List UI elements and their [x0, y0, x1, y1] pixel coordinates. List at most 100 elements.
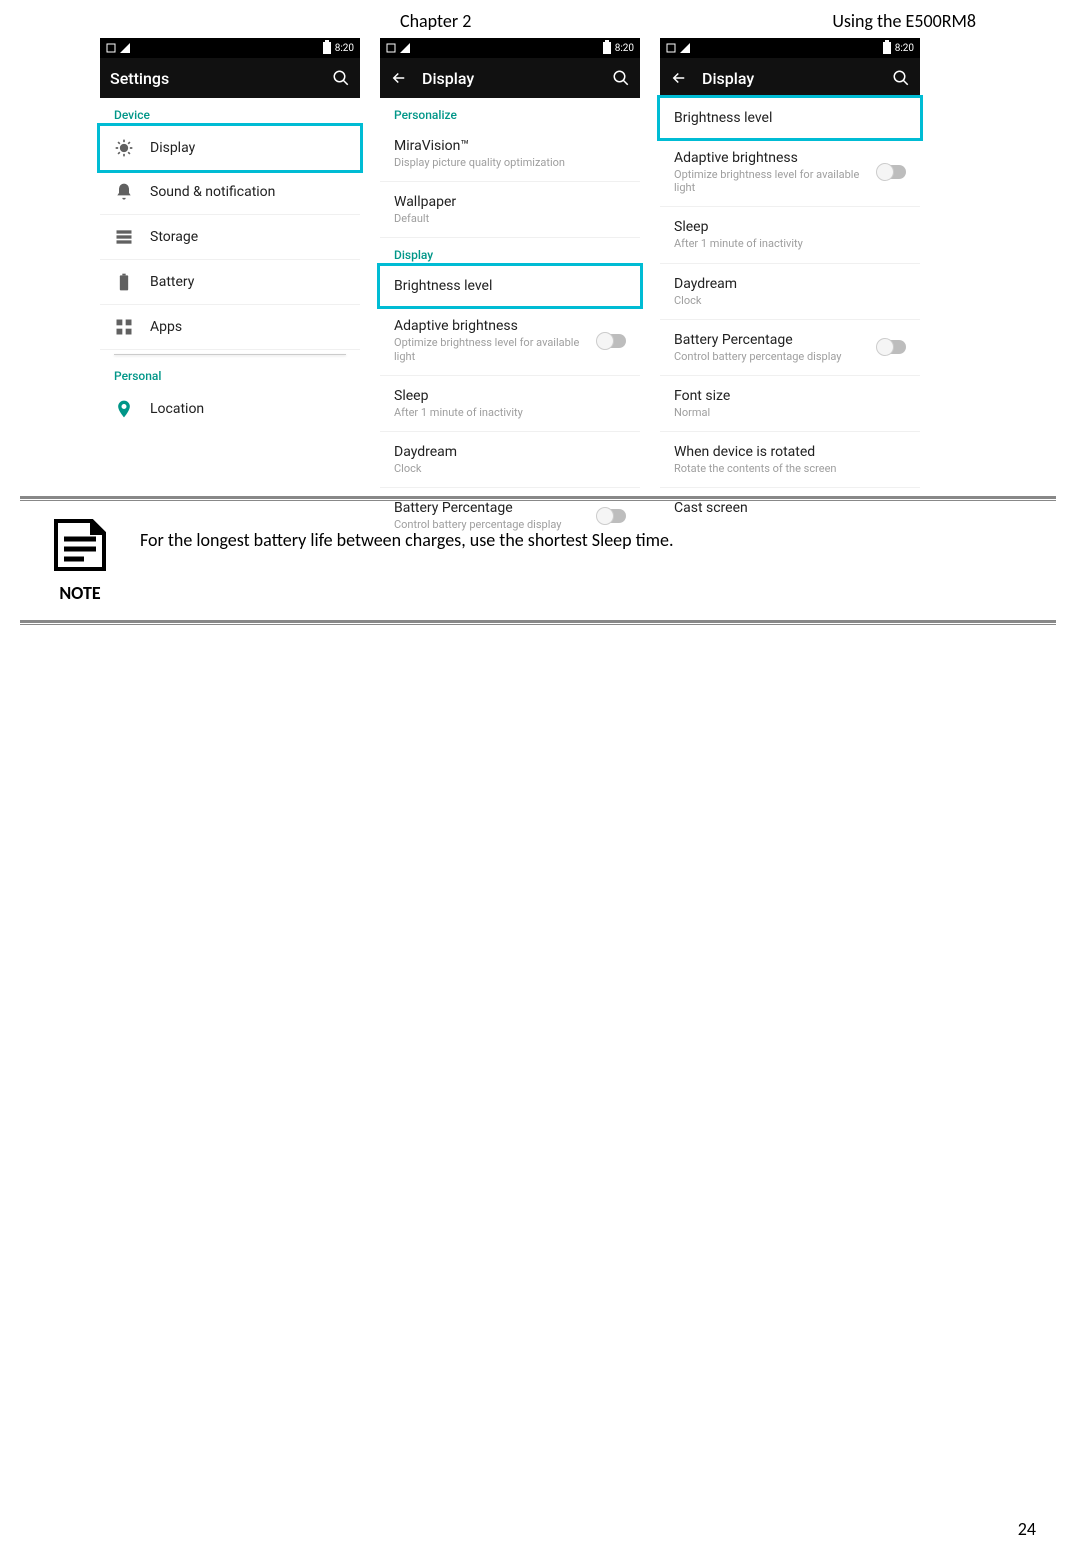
status-left-icons	[386, 43, 410, 53]
row-sleep[interactable]: Sleep After 1 minute of inactivity	[380, 376, 640, 432]
app-bar: Settings	[100, 58, 360, 98]
toggle-battpct[interactable]	[878, 340, 906, 354]
status-right-icons: 8:20	[603, 42, 634, 54]
app-bar: Display	[660, 58, 920, 98]
item-label: Sound & notification	[150, 184, 346, 200]
item-sub: Optimize brightness level for available …	[674, 168, 862, 194]
window-icon	[666, 43, 676, 53]
item-label: Adaptive brightness	[674, 150, 862, 166]
row-daydream[interactable]: Daydream Clock	[380, 432, 640, 488]
phone-settings: 8:20 Settings Device Display Sound & not…	[100, 38, 360, 543]
note-label: NOTE	[50, 582, 110, 604]
note-text: For the longest battery life between cha…	[140, 529, 674, 551]
item-label: Location	[150, 401, 346, 417]
section-personalize: Personalize	[380, 98, 640, 126]
note-icon	[50, 517, 110, 573]
clock-text: 8:20	[335, 43, 354, 54]
status-right-icons: 8:20	[323, 42, 354, 54]
settings-row-battery[interactable]: Battery	[100, 260, 360, 305]
settings-row-display[interactable]: Display	[97, 123, 363, 173]
row-brightness[interactable]: Brightness level	[377, 263, 643, 309]
item-label: MiraVision™	[394, 138, 626, 154]
status-bar: 8:20	[380, 38, 640, 58]
row-battpct[interactable]: Battery Percentage Control battery perce…	[660, 320, 920, 376]
settings-row-sound[interactable]: Sound & notification	[100, 170, 360, 215]
appbar-title: Display	[702, 69, 878, 88]
settings-row-location[interactable]: Location	[100, 387, 360, 431]
item-sub: After 1 minute of inactivity	[674, 237, 906, 250]
window-icon	[106, 43, 116, 53]
status-right-icons: 8:20	[883, 42, 914, 54]
section-device: Device	[100, 98, 360, 126]
item-sub: Normal	[674, 406, 906, 419]
row-rotate[interactable]: When device is rotated Rotate the conten…	[660, 432, 920, 488]
status-left-icons	[106, 43, 130, 53]
row-fontsize[interactable]: Font size Normal	[660, 376, 920, 432]
item-sub: After 1 minute of inactivity	[394, 406, 626, 419]
toggle-adaptive[interactable]	[878, 165, 906, 179]
item-sub: Display picture quality optimization	[394, 156, 626, 169]
item-sub: Rotate the contents of the screen	[674, 462, 906, 475]
back-icon[interactable]	[390, 69, 408, 87]
item-label: Brightness level	[394, 278, 626, 294]
settings-row-apps[interactable]: Apps	[100, 305, 360, 350]
battery-icon	[114, 272, 134, 292]
item-label: Brightness level	[674, 110, 906, 126]
row-wallpaper[interactable]: Wallpaper Default	[380, 182, 640, 238]
row-sleep[interactable]: Sleep After 1 minute of inactivity	[660, 207, 920, 263]
item-sub: Clock	[394, 462, 626, 475]
screenshot-row: 8:20 Settings Device Display Sound & not…	[100, 38, 920, 543]
signal-icon	[400, 43, 410, 53]
back-icon[interactable]	[670, 69, 688, 87]
item-label: Sleep	[394, 388, 626, 404]
location-icon	[114, 399, 134, 419]
bell-icon	[114, 182, 134, 202]
item-sub: Control battery percentage display	[674, 350, 862, 363]
search-icon[interactable]	[892, 69, 910, 87]
section-personal: Personal	[100, 359, 360, 387]
row-miravision[interactable]: MiraVision™ Display picture quality opti…	[380, 126, 640, 182]
search-icon[interactable]	[612, 69, 630, 87]
item-label: Daydream	[674, 276, 906, 292]
signal-icon	[120, 43, 130, 53]
item-label: Sleep	[674, 219, 906, 235]
divider	[20, 496, 1056, 501]
settings-row-storage[interactable]: Storage	[100, 215, 360, 260]
phone-display-2: 8:20 Display Brightness level Adaptive b…	[660, 38, 920, 543]
item-label: Display	[150, 140, 346, 156]
item-sub: Default	[394, 212, 626, 225]
row-brightness[interactable]: Brightness level	[657, 95, 923, 141]
note-icon-wrap: NOTE	[50, 517, 110, 604]
storage-icon	[114, 227, 134, 247]
appbar-title: Display	[422, 69, 598, 88]
page-header: Chapter 2 Using the E500RM8	[0, 10, 1076, 32]
item-label: Daydream	[394, 444, 626, 460]
clock-text: 8:20	[615, 43, 634, 54]
row-adaptive[interactable]: Adaptive brightness Optimize brightness …	[380, 306, 640, 375]
item-sub: Optimize brightness level for available …	[394, 336, 582, 362]
item-sub: Clock	[674, 294, 906, 307]
apps-icon	[114, 317, 134, 337]
row-daydream[interactable]: Daydream Clock	[660, 264, 920, 320]
divider	[20, 620, 1056, 625]
clock-text: 8:20	[895, 43, 914, 54]
status-bar: 8:20	[100, 38, 360, 58]
search-icon[interactable]	[332, 69, 350, 87]
item-label: Wallpaper	[394, 194, 626, 210]
row-adaptive[interactable]: Adaptive brightness Optimize brightness …	[660, 138, 920, 207]
status-bar: 8:20	[660, 38, 920, 58]
item-label: Font size	[674, 388, 906, 404]
item-label: Storage	[150, 229, 346, 245]
item-label: When device is rotated	[674, 444, 906, 460]
section-divider	[114, 354, 346, 355]
note-row: NOTE For the longest battery life betwee…	[20, 507, 1056, 614]
section-display: Display	[380, 238, 640, 266]
battery-icon	[603, 42, 611, 54]
item-label: Battery Percentage	[674, 332, 862, 348]
item-label: Apps	[150, 319, 346, 335]
phone-display-1: 8:20 Display Personalize MiraVision™ Dis…	[380, 38, 640, 543]
toggle-adaptive[interactable]	[598, 334, 626, 348]
battery-icon	[323, 42, 331, 54]
item-label: Adaptive brightness	[394, 318, 582, 334]
battery-icon	[883, 42, 891, 54]
